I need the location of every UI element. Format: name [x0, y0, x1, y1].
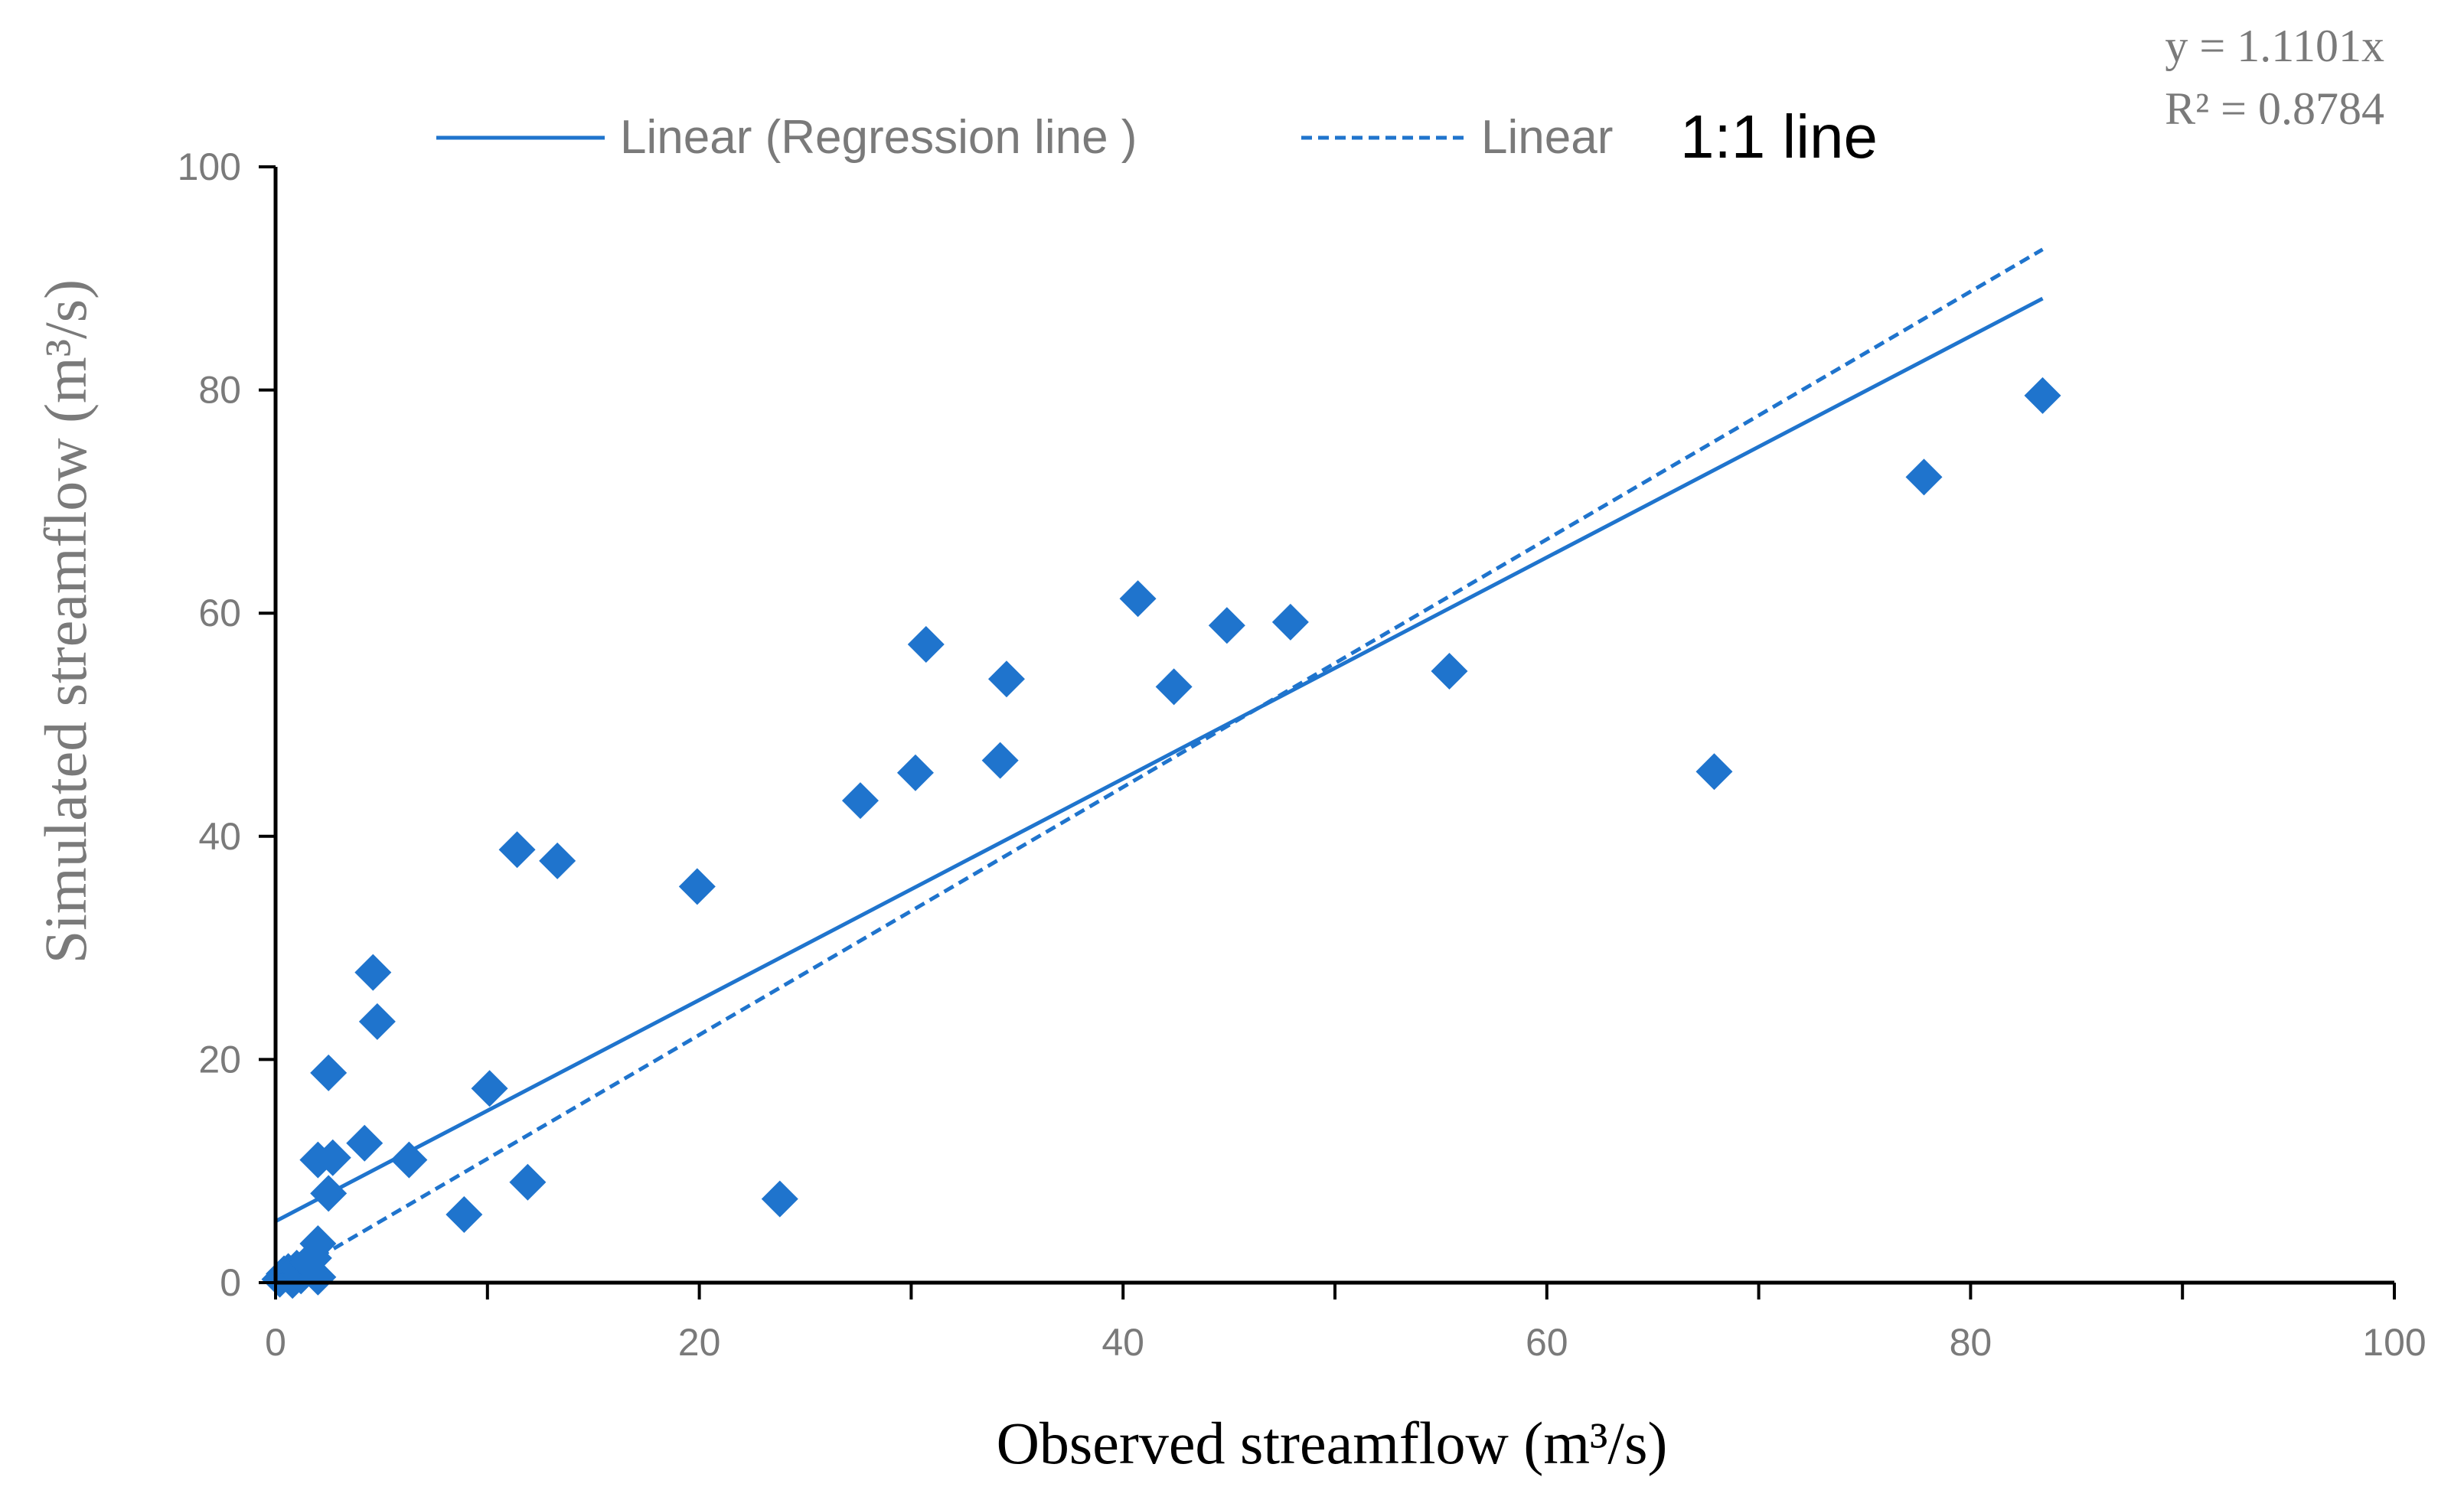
legend: Linear (Regression line ) Linear 1:1 lin…: [436, 103, 1878, 171]
legend-note: 1:1 line: [1680, 103, 1878, 171]
data-point: [445, 1196, 483, 1234]
data-point: [509, 1163, 547, 1201]
data-point: [1119, 580, 1157, 618]
data-point: [358, 1003, 396, 1040]
x-tick-label: 60: [1526, 1321, 1568, 1364]
y-axis-ticks: 0 20 40 60 80 100: [178, 145, 276, 1304]
legend-label-one-to-one: Linear: [1481, 111, 1613, 164]
y-tick-label: 0: [220, 1261, 241, 1304]
data-point: [1208, 607, 1245, 644]
data-point: [1905, 458, 1943, 496]
data-point: [841, 782, 879, 820]
data-point: [1695, 753, 1733, 791]
x-axis-ticks: 0 20 40 60 80 100: [265, 1283, 2426, 1364]
x-tick-label: 100: [2362, 1321, 2426, 1364]
data-point: [310, 1175, 348, 1212]
x-tick-label: 0: [265, 1321, 286, 1364]
data-point: [981, 742, 1019, 779]
axes: 0 20 40 60 80 100 0 20 40 60 80 100: [178, 145, 2426, 1364]
y-tick-label: 20: [198, 1038, 241, 1081]
data-point: [471, 1070, 508, 1107]
data-point: [354, 954, 392, 991]
y-axis-title: Simulated streamflow (m³/s): [32, 279, 99, 964]
equation-line: y = 1.1101x: [2165, 21, 2384, 71]
one-to-one-line: [274, 247, 2044, 1285]
data-point: [2024, 377, 2061, 414]
y-tick-label: 100: [178, 145, 241, 188]
data-point: [390, 1141, 428, 1179]
data-point: [539, 842, 576, 879]
data-point: [1155, 668, 1193, 706]
data-points: [261, 377, 2061, 1299]
data-point: [907, 626, 945, 664]
data-point: [987, 660, 1025, 698]
data-point: [346, 1124, 383, 1162]
trendline-equation: y = 1.1101x R² = 0.8784: [2165, 21, 2384, 134]
data-point: [678, 868, 716, 905]
r-squared: R² = 0.8784: [2165, 83, 2384, 134]
x-tick-label: 80: [1950, 1321, 1992, 1364]
data-point: [896, 754, 934, 791]
y-tick-label: 80: [198, 369, 241, 412]
x-tick-label: 20: [678, 1321, 721, 1364]
y-tick-label: 40: [198, 815, 241, 858]
regression-line: [274, 296, 2044, 1224]
x-axis-title: Observed streamflow (m³/s): [997, 1410, 1668, 1476]
data-point: [299, 1224, 337, 1262]
trend-lines: [274, 247, 2044, 1285]
data-point: [314, 1139, 351, 1176]
y-tick-label: 60: [198, 592, 241, 634]
data-point: [1271, 603, 1309, 641]
legend-label-regression: Linear (Regression line ): [620, 111, 1137, 164]
data-point: [498, 831, 536, 869]
data-point: [1431, 653, 1468, 690]
data-point: [761, 1180, 798, 1218]
data-point: [299, 1258, 337, 1296]
x-tick-label: 40: [1101, 1321, 1144, 1364]
data-point: [310, 1054, 348, 1091]
